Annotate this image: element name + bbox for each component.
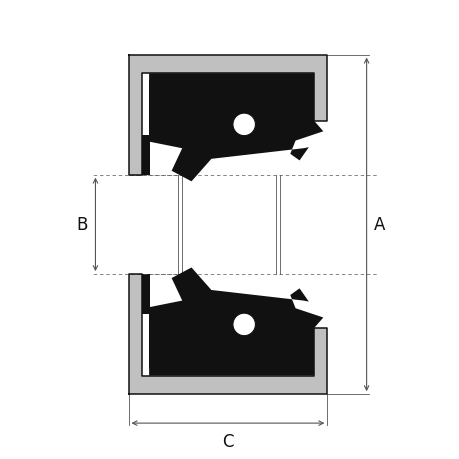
Polygon shape [129,376,327,394]
Polygon shape [141,74,150,175]
Polygon shape [141,274,150,376]
Polygon shape [141,74,149,136]
Text: B: B [77,216,88,234]
Polygon shape [313,74,327,122]
Polygon shape [129,274,141,394]
Circle shape [232,114,255,136]
Polygon shape [129,56,141,175]
Text: C: C [222,432,233,450]
Polygon shape [141,369,267,376]
Polygon shape [141,314,149,376]
Polygon shape [141,74,267,81]
Polygon shape [129,56,327,74]
Polygon shape [313,328,327,376]
Text: A: A [373,216,385,234]
Polygon shape [149,81,313,123]
Polygon shape [149,74,323,182]
Polygon shape [149,268,323,376]
Circle shape [232,313,255,336]
